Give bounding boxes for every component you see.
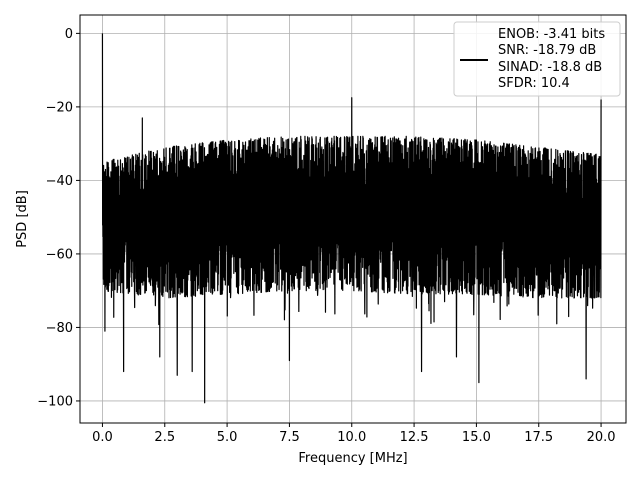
- legend: ENOB: -3.41 bits SNR: -18.79 dB SINAD: -…: [453, 21, 621, 97]
- x-tick-label: 10.0: [337, 430, 366, 445]
- plot-frame: [79, 14, 627, 424]
- legend-box: [453, 21, 621, 97]
- series-psd: [101, 33, 602, 404]
- x-tick-label: 7.5: [279, 430, 300, 445]
- x-tick-label: 12.5: [400, 430, 429, 445]
- x-axis-label: Frequency [MHz]: [298, 451, 407, 466]
- y-tick-label: 0: [65, 27, 73, 42]
- legend-entry-enob: ENOB: -3.41 bits: [498, 27, 605, 42]
- y-tick-label: −40: [46, 174, 73, 189]
- x-tick-label: 15.0: [462, 430, 491, 445]
- x-axis-ticks: 0.0 2.5 5.0 7.5 10.0 12.5 15.0 17.5 20.0: [92, 423, 616, 445]
- x-tick-label: 20.0: [587, 430, 616, 445]
- y-tick-label: −20: [46, 100, 73, 115]
- x-tick-label: 0.0: [92, 430, 113, 445]
- y-axis-label: PSD [dB]: [15, 190, 30, 248]
- x-tick-label: 2.5: [154, 430, 175, 445]
- x-tick-label: 17.5: [524, 430, 553, 445]
- legend-entry-snr: SNR: -18.79 dB: [498, 43, 596, 58]
- legend-entry-sinad: SINAD: -18.8 dB: [498, 60, 602, 75]
- x-tick-label: 5.0: [217, 430, 238, 445]
- y-axis-ticks: 0 −20 −40 −60 −80 −100: [37, 27, 80, 409]
- y-tick-label: −60: [46, 247, 73, 262]
- y-tick-label: −80: [46, 321, 73, 336]
- legend-entry-sfdr: SFDR: 10.4: [498, 76, 570, 91]
- y-tick-label: −100: [37, 394, 73, 409]
